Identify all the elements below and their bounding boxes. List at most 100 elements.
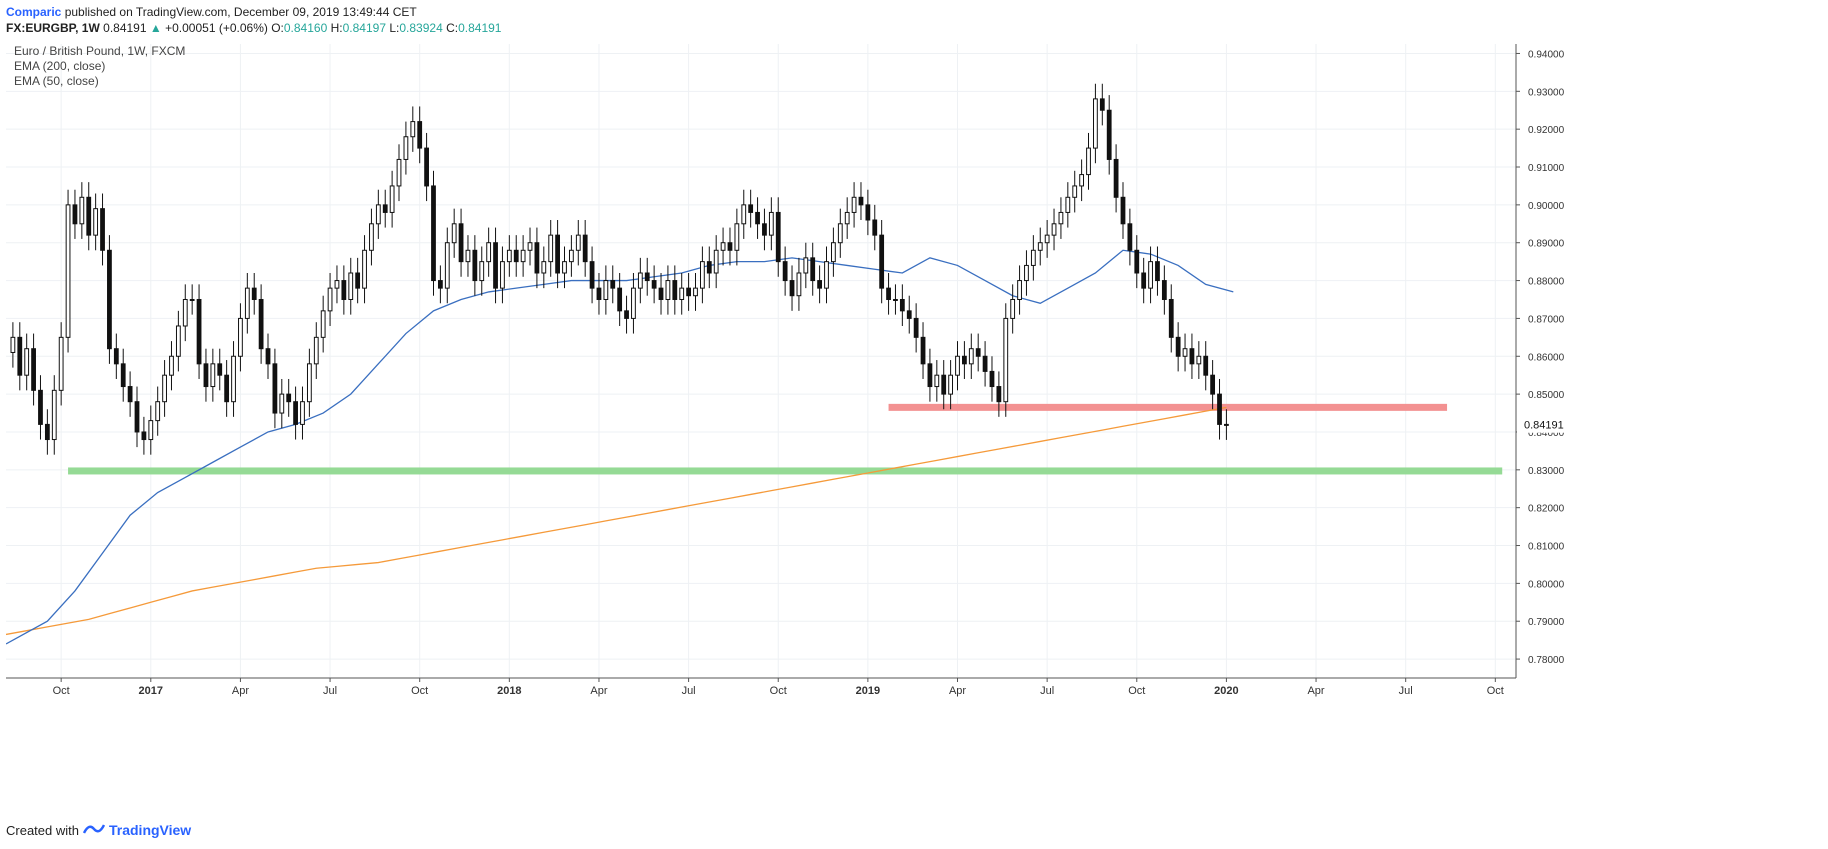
candle-body: [486, 242, 492, 263]
candle-body: [982, 355, 988, 372]
candle-body: [279, 393, 285, 414]
support-zone: [68, 467, 1503, 475]
candle-body: [1175, 336, 1181, 357]
price-chart[interactable]: 0.94000 0.93000 0.92000 0.91000 0.90000 0.890…: [5, 44, 1768, 815]
chart-svg[interactable]: 0.94000 0.93000 0.92000 0.91000 0.90000 0.890…: [5, 44, 1768, 815]
candle-body: [465, 249, 471, 263]
resistance-zone: [888, 403, 1448, 411]
open-label: O:: [271, 21, 284, 35]
candle-body: [10, 336, 16, 353]
candle-body: [272, 363, 278, 414]
candle-body: [244, 287, 250, 319]
candle-body: [748, 204, 754, 213]
candle-body: [851, 196, 857, 213]
candle-body: [1161, 280, 1167, 300]
candle-body: [238, 317, 243, 357]
author-link[interactable]: Comparic: [6, 5, 62, 19]
candle-body: [962, 355, 967, 365]
ema50-line: [5, 249, 1234, 645]
x-tick-label: Jul: [1040, 685, 1054, 697]
candle-body: [65, 204, 71, 338]
candle-body: [258, 298, 264, 350]
candle-body: [293, 401, 298, 425]
candle-body: [1168, 298, 1174, 338]
candle-body: [306, 363, 312, 403]
candle-body: [1065, 196, 1071, 213]
candle-body: [1017, 280, 1022, 300]
candle-body: [107, 249, 112, 350]
candle-body: [472, 249, 478, 282]
legend-ema50: EMA (50, close): [14, 74, 99, 88]
candle-body: [493, 242, 498, 289]
candle-body: [575, 234, 581, 251]
candle-body: [775, 211, 781, 263]
candle-body: [224, 374, 230, 403]
candle-body: [113, 348, 119, 365]
candle-body: [410, 121, 416, 138]
candle-body: [79, 196, 85, 225]
candle-body: [1051, 223, 1057, 236]
close-label: C:: [446, 21, 459, 35]
candle-body: [451, 223, 457, 244]
candle-body: [844, 211, 850, 225]
candle-body: [320, 310, 326, 338]
candle-body: [1189, 348, 1195, 365]
candle-body: [927, 363, 933, 388]
candle-body: [72, 204, 78, 225]
candle-body: [651, 280, 657, 289]
candle-body: [24, 348, 30, 376]
candle-body: [513, 249, 519, 263]
candle-body: [955, 355, 960, 376]
y-tick-label: 0.94000: [1528, 49, 1565, 60]
candle-body: [893, 298, 898, 301]
candle-body: [203, 363, 209, 388]
candle-body: [658, 287, 664, 300]
candle-body: [631, 287, 636, 319]
candle-body: [251, 287, 257, 300]
candle-body: [396, 158, 402, 187]
candle-body: [913, 317, 919, 338]
candle-body: [1030, 249, 1036, 266]
candle-body: [369, 223, 374, 251]
candle-body: [603, 280, 609, 300]
candle-body: [1141, 272, 1147, 289]
y-tick-label: 0.79000: [1528, 617, 1565, 628]
candle-body: [1182, 348, 1188, 357]
candle-body: [741, 204, 747, 225]
candle-body: [1120, 196, 1126, 225]
candle-body: [100, 208, 105, 251]
candle-body: [341, 280, 347, 300]
candle-body: [1086, 147, 1091, 176]
candle-body: [424, 147, 429, 187]
y-tick-label: 0.85000: [1528, 390, 1565, 401]
x-tick-label: 2018: [497, 685, 521, 697]
y-tick-label: 0.80000: [1528, 579, 1565, 590]
candle-body: [231, 355, 236, 403]
candle-body: [768, 211, 774, 236]
candle-body: [879, 234, 885, 289]
candle-body: [906, 310, 912, 319]
candle-body: [899, 298, 905, 312]
candle-body: [665, 280, 671, 300]
low-value: 0.83924: [399, 21, 443, 35]
tradingview-brand[interactable]: TradingView: [108, 822, 192, 838]
y-tick-label: 0.84000: [1528, 428, 1565, 439]
candle-body: [44, 423, 50, 441]
candle-body: [327, 287, 333, 312]
plot-background: [6, 44, 1516, 678]
candle-body: [920, 336, 926, 365]
candle-body: [582, 234, 588, 263]
candle-body: [555, 234, 560, 274]
candle-body: [265, 348, 271, 365]
tradingview-logo-icon: [82, 823, 106, 838]
candle-body: [699, 261, 705, 289]
candle-body: [1210, 374, 1216, 395]
candle-body: [1003, 317, 1009, 403]
candle-body: [1079, 174, 1085, 187]
legend-title: Euro / British Pound, 1W, FXCM: [14, 44, 185, 58]
candles: [10, 83, 1229, 455]
candle-body: [837, 223, 843, 244]
candle-body: [644, 272, 650, 282]
candle-body: [720, 242, 726, 251]
candle-body: [182, 298, 188, 327]
